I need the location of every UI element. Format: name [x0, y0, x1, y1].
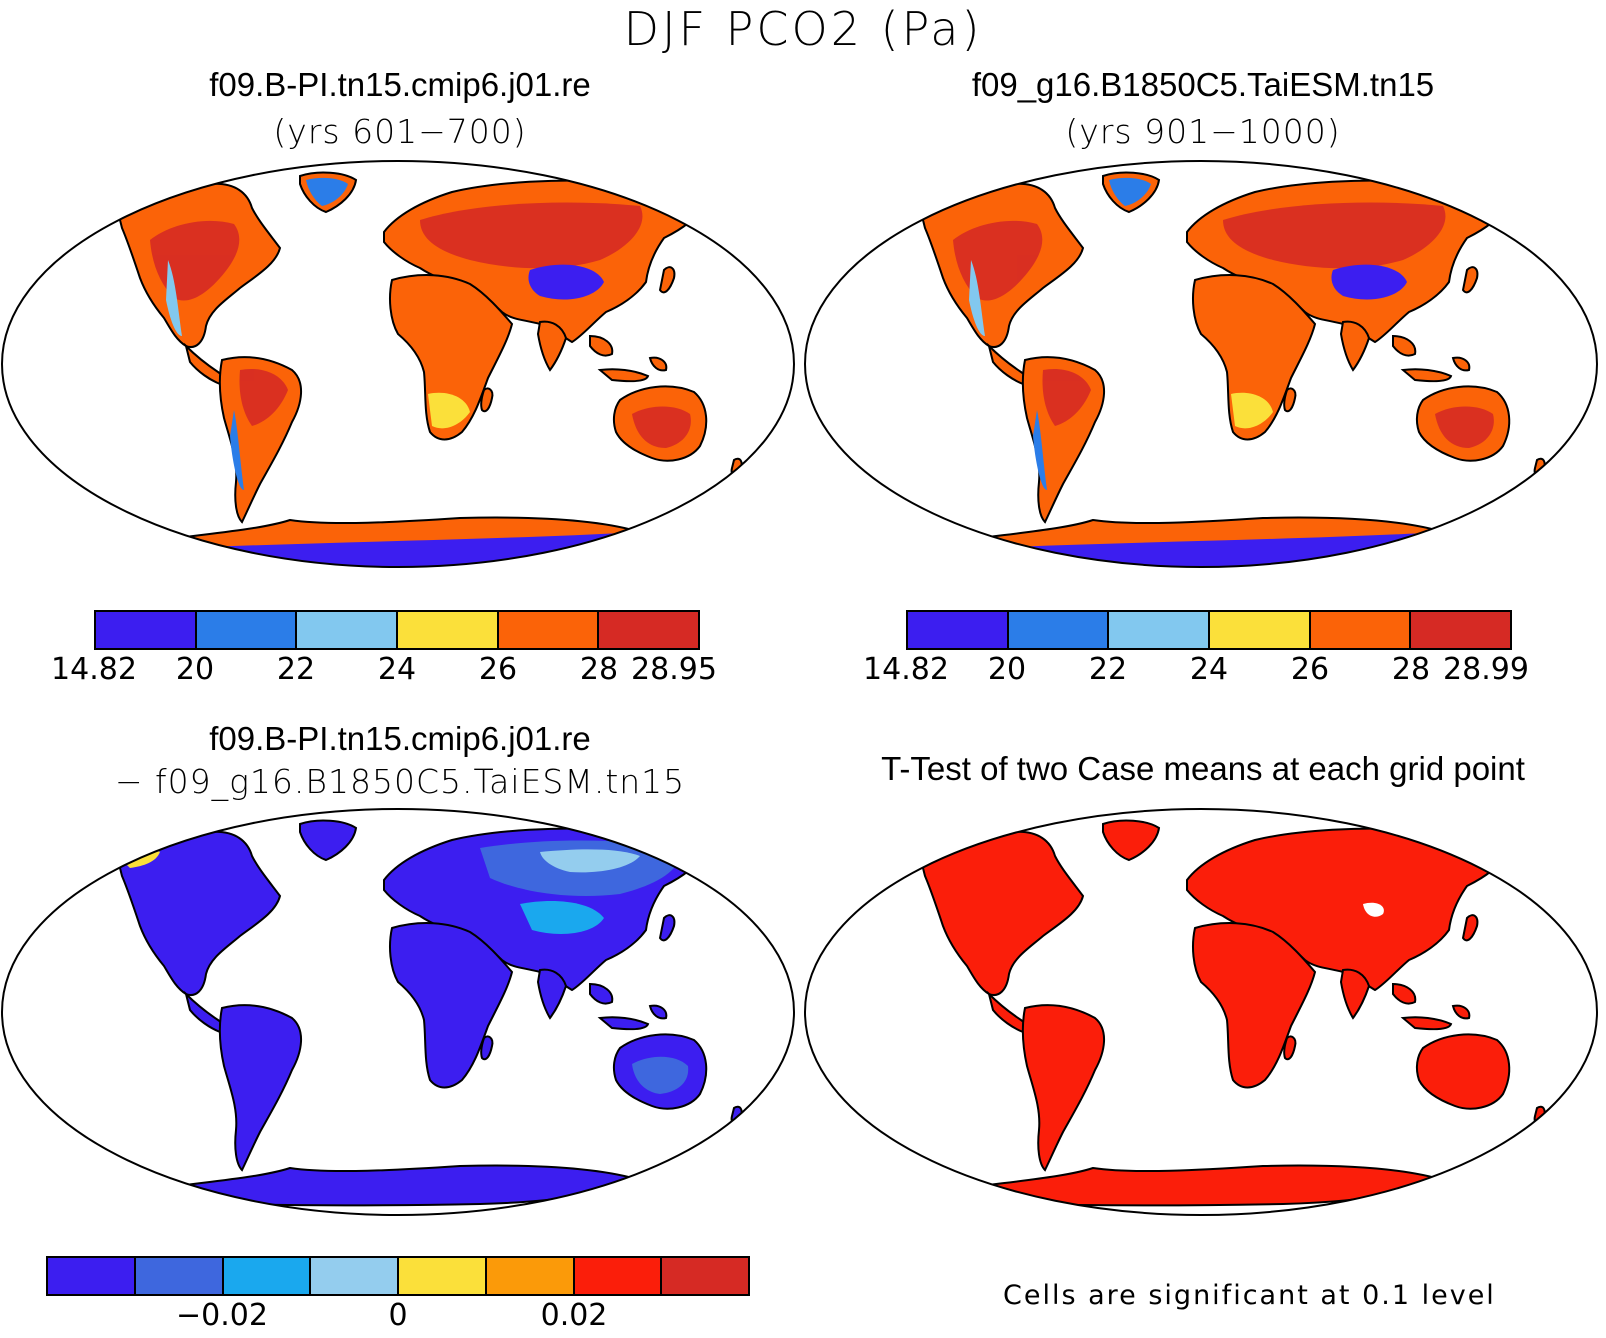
colorbar-cell — [297, 612, 399, 648]
colorbar-tick: 20 — [175, 652, 215, 687]
colorbar-cell — [96, 612, 197, 648]
colorbar-cell — [1411, 612, 1511, 648]
colorbar-tick: 0.02 — [540, 1298, 608, 1333]
panel2-colorbar-ticks: 14.82 20 22 24 26 28 28.99 — [863, 652, 1529, 692]
tibet-low — [528, 264, 604, 300]
panel4-map — [803, 808, 1603, 1218]
colorbar-cell — [1109, 612, 1211, 648]
panel3-subtitle: − f09_g16.B1850C5.TaiESM.tn15 — [114, 762, 686, 801]
colorbar-cell — [196, 612, 298, 648]
panel3-map — [0, 808, 800, 1218]
central-asia-mid — [520, 900, 604, 934]
australia-less-negative — [632, 1056, 689, 1094]
colorbar-cell — [1310, 612, 1412, 648]
colorbar-cell — [908, 612, 1009, 648]
panel2-colorbar — [906, 610, 1512, 650]
colorbar-cell — [574, 1258, 663, 1294]
colorbar-cell — [223, 1258, 312, 1294]
panel3-colorbar — [46, 1256, 750, 1296]
tibet-low — [1331, 264, 1407, 300]
colorbar-tick: 0 — [388, 1298, 408, 1333]
colorbar-tick: 22 — [1088, 652, 1128, 687]
colorbar-cell — [498, 612, 600, 648]
panel2-title: f09_g16.B1850C5.TaiESM.tn15 — [971, 66, 1435, 103]
colorbar-tick: 22 — [276, 652, 316, 687]
colorbar-tick: 20 — [987, 652, 1027, 687]
panel2-map — [803, 160, 1603, 570]
colorbar-cell — [399, 1258, 487, 1294]
figure-title: DJF PCO2 (Pa) — [623, 2, 983, 56]
colorbar-cell — [311, 1258, 399, 1294]
panel1-map — [0, 160, 800, 570]
siberia-near-zero — [540, 849, 640, 873]
significance-note: Cells are significant at 0.1 level — [1003, 1280, 1496, 1311]
colorbar-tick: 28.99 — [1443, 652, 1529, 687]
colorbar-cell — [599, 612, 699, 648]
panel2-subtitle: (yrs 901−1000) — [1065, 112, 1341, 151]
greenland-low — [306, 177, 348, 206]
panel3-colorbar-ticks: −0.02 0 0.02 — [46, 1298, 750, 1338]
southern-africa-mid — [1231, 392, 1273, 429]
colorbar-tick: −0.02 — [176, 1298, 268, 1333]
colorbar-tick: 24 — [377, 652, 417, 687]
significant-cells — [920, 819, 1546, 1207]
colorbar-cell — [48, 1258, 136, 1294]
colorbar-cell — [135, 1258, 224, 1294]
southern-africa-mid — [428, 392, 470, 429]
colorbar-tick: 26 — [478, 652, 518, 687]
andes-low — [230, 410, 244, 490]
andes-low — [1033, 410, 1047, 490]
colorbar-tick: 14.82 — [51, 652, 137, 687]
colorbar-tick: 26 — [1290, 652, 1330, 687]
rockies-low — [166, 260, 182, 336]
panel1-colorbar-ticks: 14.82 20 22 24 26 28 28.95 — [51, 652, 717, 692]
rockies-low — [969, 260, 985, 336]
non-significant-patch — [1363, 902, 1384, 917]
panel1-title: f09.B-PI.tn15.cmip6.j01.re — [209, 66, 591, 103]
colorbar-cell — [398, 612, 499, 648]
colorbar-tick: 28 — [1391, 652, 1431, 687]
greenland-low — [1109, 177, 1151, 206]
panel4-title: T-Test of two Case means at each grid po… — [881, 750, 1525, 787]
colorbar-cell — [1008, 612, 1110, 648]
colorbar-tick: 28 — [579, 652, 619, 687]
panel1-subtitle: (yrs 601−700) — [273, 112, 527, 151]
panel1-colorbar — [94, 610, 700, 650]
colorbar-tick: 24 — [1189, 652, 1229, 687]
colorbar-tick: 14.82 — [863, 652, 949, 687]
colorbar-cell — [486, 1258, 575, 1294]
colorbar-cell — [1210, 612, 1311, 648]
colorbar-tick: 28.95 — [631, 652, 717, 687]
colorbar-cell — [662, 1258, 748, 1294]
panel3-title: f09.B-PI.tn15.cmip6.j01.re — [209, 720, 591, 757]
